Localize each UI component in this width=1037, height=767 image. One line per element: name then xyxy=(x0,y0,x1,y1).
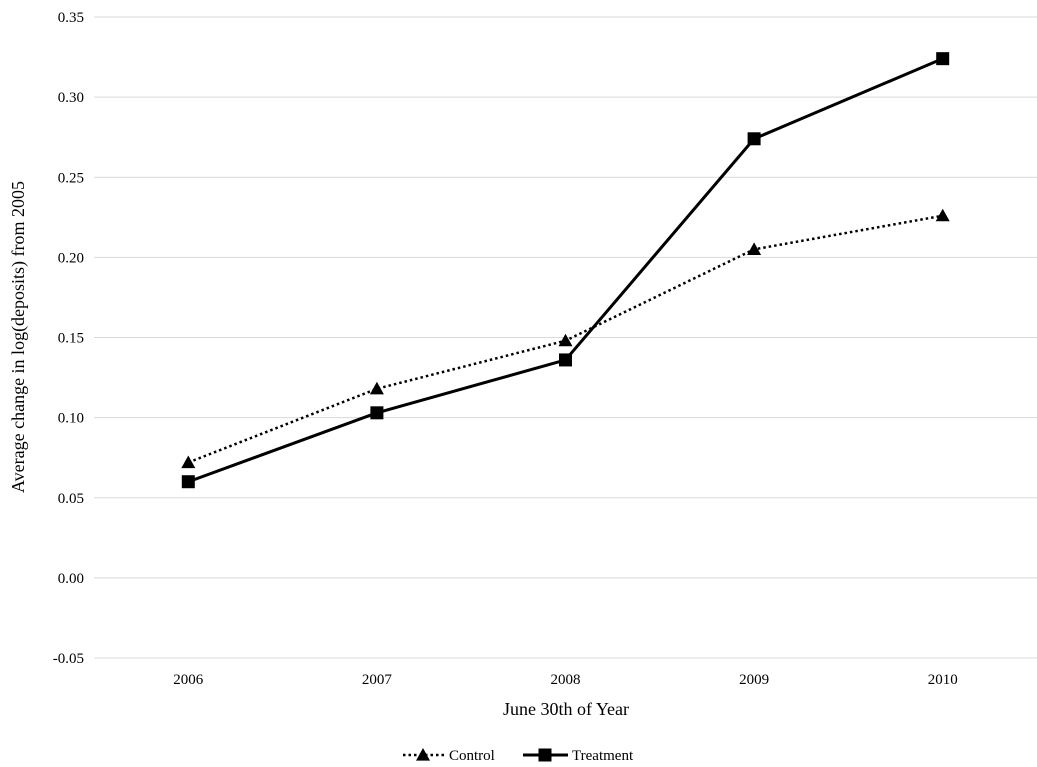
y-tick-label: 0.15 xyxy=(58,331,84,347)
legend-item-control: Control xyxy=(403,748,495,764)
data-point xyxy=(558,333,573,347)
y-tick-label: 0.35 xyxy=(58,10,84,26)
series-layer xyxy=(181,52,950,489)
y-axis-ticks: -0.05 0.00 0.05 0.10 0.15 0.20 0.25 0.30 0.35 xyxy=(53,10,84,667)
y-tick-label: 0.05 xyxy=(58,491,84,507)
x-tick-label: 2006 xyxy=(173,672,204,688)
data-point xyxy=(747,242,762,255)
data-point xyxy=(370,406,384,420)
y-tick-label: 0.00 xyxy=(58,571,84,587)
series-control xyxy=(181,208,950,469)
y-axis-title: Average change in log(deposits) from 200… xyxy=(8,181,29,493)
data-point xyxy=(181,475,195,489)
legend: Control Treatment xyxy=(403,748,634,764)
legend-marker xyxy=(416,748,430,761)
y-tick-label: 0.30 xyxy=(58,90,84,106)
data-point xyxy=(369,381,384,395)
data-point xyxy=(747,132,761,146)
y-tick-label: 0.10 xyxy=(58,411,84,427)
x-tick-label: 2009 xyxy=(739,672,769,688)
legend-marker xyxy=(538,748,552,762)
y-tick-label: 0.20 xyxy=(58,250,84,266)
x-tick-label: 2010 xyxy=(928,672,958,688)
legend-label: Control xyxy=(449,748,495,764)
data-point xyxy=(936,52,950,66)
data-point xyxy=(181,455,196,469)
legend-item-treatment: Treatment xyxy=(523,748,634,764)
x-axis-title: June 30th of Year xyxy=(503,699,629,719)
data-point xyxy=(935,208,950,222)
x-tick-label: 2008 xyxy=(551,672,581,688)
legend-label: Treatment xyxy=(572,748,634,764)
x-axis-ticks: 2006 2007 2008 2009 2010 xyxy=(173,672,957,688)
x-tick-label: 2007 xyxy=(362,672,393,688)
y-tick-label: -0.05 xyxy=(53,651,84,667)
series-treatment xyxy=(181,52,950,489)
data-point xyxy=(559,353,572,367)
y-tick-label: 0.25 xyxy=(58,170,84,186)
